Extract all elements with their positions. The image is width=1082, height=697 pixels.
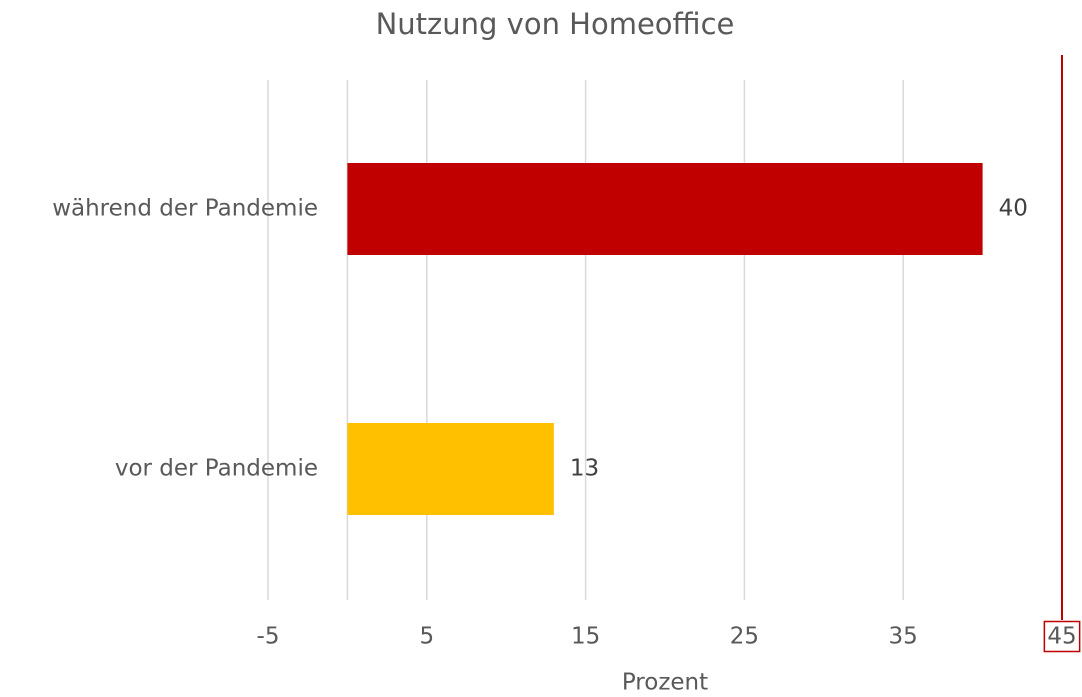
- x-tick-label: 35: [889, 624, 918, 650]
- x-tick-label: 45: [1047, 624, 1076, 650]
- value-label: 13: [570, 456, 599, 482]
- chart-title: Nutzung von Homeoffice: [376, 7, 735, 41]
- x-axis-title: Prozent: [622, 670, 708, 696]
- x-tick-label: -5: [257, 624, 280, 650]
- y-tick-label: während der Pandemie: [52, 196, 318, 222]
- x-tick-label: 15: [571, 624, 600, 650]
- bar: [347, 163, 983, 255]
- bar: [347, 423, 554, 515]
- tick-highlight: [1043, 620, 1081, 653]
- x-tick-label: 25: [730, 624, 759, 650]
- value-label: 40: [999, 196, 1028, 222]
- x-tick-label: 5: [419, 624, 434, 650]
- y-tick-label: vor der Pandemie: [115, 456, 318, 482]
